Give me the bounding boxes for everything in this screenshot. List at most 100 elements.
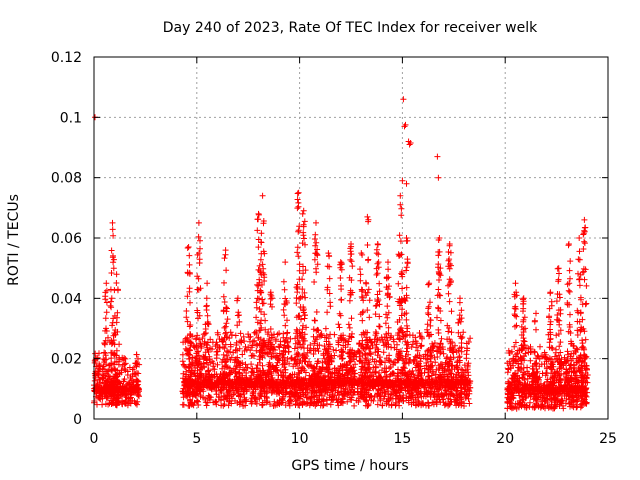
data-point <box>272 354 279 361</box>
data-point <box>326 392 333 399</box>
data-point <box>183 308 190 314</box>
data-point <box>237 330 244 337</box>
data-point <box>103 280 110 287</box>
data-point <box>242 361 249 368</box>
data-point <box>379 402 386 409</box>
data-point <box>113 280 120 286</box>
data-point <box>456 353 463 360</box>
data-point <box>313 219 319 226</box>
data-point <box>460 380 467 387</box>
data-point <box>280 306 287 313</box>
data-point <box>356 395 363 402</box>
data-point <box>337 275 344 281</box>
data-point <box>104 395 111 402</box>
data-point <box>222 247 229 254</box>
data-point <box>466 390 473 397</box>
data-point <box>300 392 307 398</box>
data-point <box>372 329 379 335</box>
data-point <box>380 349 387 356</box>
data-point <box>273 366 280 373</box>
data-point <box>221 279 227 286</box>
data-point <box>282 259 289 266</box>
data-point <box>276 330 283 337</box>
data-point <box>346 324 353 331</box>
data-point <box>417 343 424 349</box>
data-point <box>427 299 433 306</box>
data-point <box>466 400 473 407</box>
data-point <box>272 402 279 409</box>
data-point <box>284 317 290 324</box>
data-point <box>385 388 392 395</box>
data-point <box>247 338 253 345</box>
data-point <box>429 368 436 375</box>
data-point <box>330 346 337 353</box>
data-point <box>241 367 248 374</box>
data-point <box>299 402 306 408</box>
data-point <box>195 398 201 405</box>
data-point <box>182 364 189 370</box>
data-point <box>258 230 265 237</box>
data-point <box>97 390 104 397</box>
data-point <box>295 228 302 235</box>
data-point <box>326 253 333 260</box>
data-point <box>109 397 116 404</box>
data-point <box>303 394 310 401</box>
data-point <box>199 335 206 342</box>
data-point <box>432 359 439 366</box>
data-point <box>197 237 203 244</box>
data-point <box>369 384 376 391</box>
data-point <box>183 314 190 321</box>
data-point <box>409 392 416 399</box>
data-point <box>312 402 319 409</box>
data-point <box>108 295 115 302</box>
data-point <box>267 295 274 302</box>
data-point <box>464 386 471 393</box>
data-point <box>215 331 221 338</box>
data-point <box>221 255 228 262</box>
data-point <box>294 244 301 251</box>
data-point <box>273 336 279 343</box>
data-point <box>366 314 373 321</box>
data-point <box>366 297 373 304</box>
data-point <box>351 388 358 395</box>
data-point <box>465 339 472 345</box>
data-point <box>132 371 139 378</box>
data-point <box>440 399 447 406</box>
data-point <box>283 380 290 387</box>
data-point <box>458 366 465 373</box>
data-point <box>362 279 369 286</box>
data-point <box>377 397 384 404</box>
data-point <box>225 387 232 394</box>
data-point <box>398 212 405 219</box>
data-point <box>267 301 274 308</box>
data-point <box>122 398 129 405</box>
data-point <box>521 338 528 345</box>
data-point <box>445 290 452 297</box>
data-point <box>394 341 400 348</box>
data-point <box>114 393 121 399</box>
data-point <box>447 385 454 392</box>
data-point <box>180 394 187 401</box>
data-point <box>329 397 336 404</box>
data-point <box>403 264 410 271</box>
data-point <box>436 396 443 403</box>
data-point <box>221 393 228 400</box>
data-point <box>223 267 230 274</box>
data-point <box>382 320 389 327</box>
data-point <box>457 295 463 302</box>
data-point <box>255 210 262 217</box>
data-point <box>291 392 298 399</box>
data-point <box>239 351 246 358</box>
data-point <box>461 403 467 409</box>
data-point <box>359 287 366 293</box>
data-point <box>186 252 193 259</box>
data-point <box>448 399 455 405</box>
data-point <box>577 404 584 411</box>
data-point <box>344 398 351 405</box>
data-point <box>310 351 317 357</box>
data-point <box>513 322 520 329</box>
data-point <box>435 286 442 293</box>
data-point <box>463 347 470 354</box>
data-point <box>254 295 261 302</box>
data-point <box>279 395 286 402</box>
